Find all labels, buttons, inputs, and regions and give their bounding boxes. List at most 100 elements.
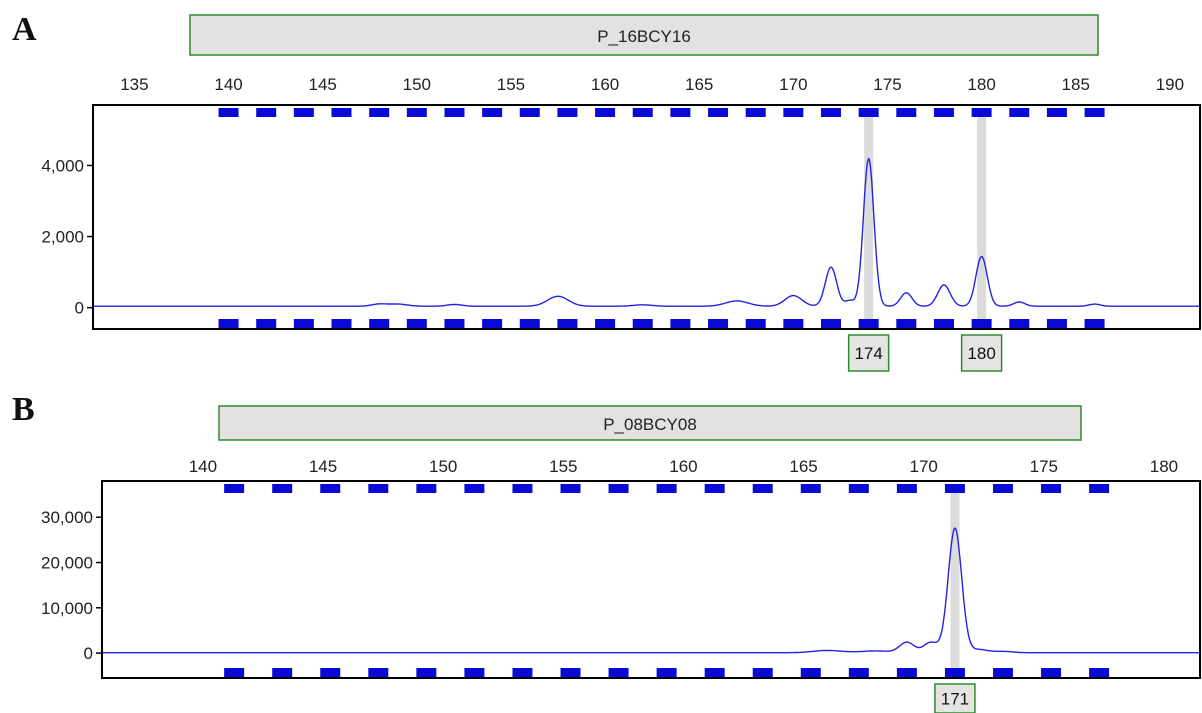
y-tick-label: 0 (75, 299, 84, 318)
allele-call-bands (950, 489, 960, 676)
bin-marker-bottom (272, 668, 293, 677)
bin-marker-top (512, 484, 533, 493)
bin-marker-bottom (1009, 319, 1030, 328)
bin-marker-bottom (368, 668, 389, 677)
bin-marker-bottom (293, 319, 314, 328)
allele-band (864, 113, 874, 327)
bin-marker-top (752, 484, 773, 493)
x-tick-label: 140 (189, 457, 217, 476)
bin-marker-bottom (971, 319, 992, 328)
allele-label: 180 (967, 344, 995, 363)
bin-marker-top (519, 108, 540, 117)
bin-marker-bottom (752, 668, 773, 677)
y-axis: 0 2,000 4,000 (41, 156, 93, 318)
panel-letter: B (12, 391, 35, 428)
bin-marker-bottom (944, 668, 965, 677)
plot-frame (101, 480, 1201, 679)
bin-marker-bottom (519, 319, 540, 328)
y-tick-label: 30,000 (41, 508, 93, 527)
bin-marker-bottom (406, 319, 427, 328)
bin-marker-bottom (369, 319, 390, 328)
x-tick-label: 175 (1030, 457, 1058, 476)
bin-marker-top (557, 108, 578, 117)
marker-label: P_08BCY08 (603, 415, 697, 434)
bin-marker-top (971, 108, 992, 117)
panel-letter: A (12, 11, 37, 48)
bin-marker-top (848, 484, 869, 493)
bin-marker-bottom (331, 319, 352, 328)
x-tick-label: 180 (967, 75, 995, 94)
bin-marker-bottom (858, 319, 879, 328)
x-tick-labels: 140 145 150 155 160 165 170 175 180 (189, 457, 1178, 476)
y-tick-label: 2,000 (41, 228, 84, 247)
bin-marker-bottom (444, 319, 465, 328)
bin-marker-top (464, 484, 485, 493)
bin-marker-bottom (783, 319, 804, 328)
x-tick-label: 140 (214, 75, 242, 94)
bin-marker-top (406, 108, 427, 117)
x-tick-label: 145 (309, 457, 337, 476)
bin-marker-bottom (632, 319, 653, 328)
bin-marker-bottom (1084, 319, 1105, 328)
allele-box (960, 334, 1003, 372)
x-tick-label: 170 (779, 75, 807, 94)
bin-marker-top (656, 484, 677, 493)
allele-box (934, 683, 976, 713)
x-tick-label: 175 (873, 75, 901, 94)
bin-marker-bottom (800, 668, 821, 677)
x-tick-label: 165 (789, 457, 817, 476)
y-axis: 0 10,000 20,000 30,000 (41, 508, 102, 663)
marker-range-bar (189, 14, 1099, 56)
bin-marker-top (256, 108, 277, 117)
bin-marker-bottom (595, 319, 616, 328)
bin-marker-bottom (821, 319, 841, 328)
bin-marker-bottom (416, 668, 437, 677)
bin-marker-bottom (704, 668, 725, 677)
x-tick-label: 160 (669, 457, 697, 476)
bin-marker-bottom (557, 319, 578, 328)
bin-marker-top (896, 484, 917, 493)
y-tick-label: 10,000 (41, 599, 93, 618)
bin-marker-top (482, 108, 503, 117)
bin-marker-bottom (608, 668, 629, 677)
marker-range-bar (218, 405, 1082, 441)
bin-marker-top (1084, 108, 1105, 117)
allele-band (950, 489, 960, 676)
bin-marker-bottom (708, 319, 729, 328)
bin-marker-top (933, 108, 954, 117)
bin-marker-bottom (933, 319, 954, 328)
bin-marker-bottom (224, 668, 245, 677)
bin-marker-top (369, 108, 390, 117)
allele-labels: 171 (934, 683, 976, 713)
x-tick-label: 185 (1062, 75, 1090, 94)
bin-marker-top (745, 108, 766, 117)
bin-markers (224, 484, 1110, 677)
bin-marker-top (560, 484, 581, 493)
plot-frame (92, 104, 1201, 330)
bin-marker-bottom (656, 668, 677, 677)
bin-marker-bottom (464, 668, 485, 677)
bin-marker-bottom (1046, 319, 1067, 328)
panel-b: B P_08BCY08 140 145 150 155 160 165 170 175 180 … (12, 391, 1201, 713)
bin-marker-top (896, 108, 917, 117)
allele-label: 171 (941, 690, 969, 709)
bin-marker-top (272, 484, 293, 493)
allele-box (847, 334, 890, 372)
bin-marker-top (704, 484, 725, 493)
x-tick-label: 145 (308, 75, 336, 94)
x-tick-labels: 135 140 145 150 155 160 165 170 175 180 185 190 (120, 75, 1184, 94)
bin-marker-top (708, 108, 729, 117)
bin-marker-bottom (1089, 668, 1110, 677)
y-tick-label: 0 (84, 644, 93, 663)
x-tick-label: 170 (910, 457, 938, 476)
bin-marker-top (416, 484, 437, 493)
bin-marker-bottom (256, 319, 277, 328)
bin-marker-bottom (218, 319, 239, 328)
y-tick-label: 4,000 (41, 156, 84, 175)
bin-marker-top (320, 484, 341, 493)
x-tick-label: 150 (429, 457, 457, 476)
bin-marker-top (293, 108, 314, 117)
x-tick-label: 180 (1150, 457, 1178, 476)
series-trace (102, 527, 1200, 654)
